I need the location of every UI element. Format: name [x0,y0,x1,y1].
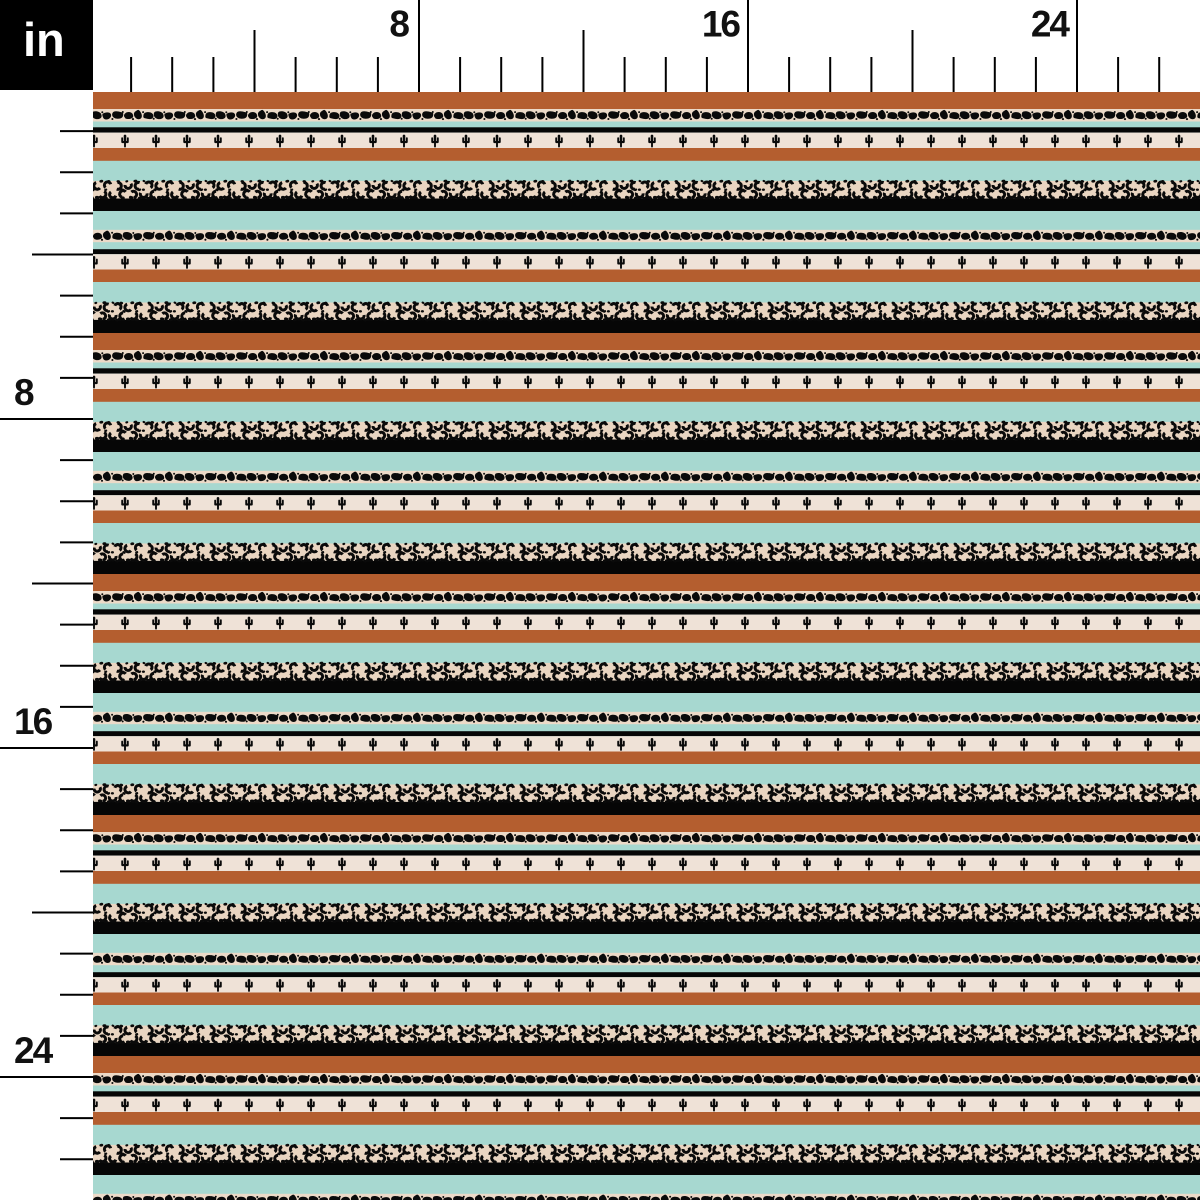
svg-text:24: 24 [1031,4,1071,45]
svg-text:8: 8 [389,4,410,45]
svg-text:8: 8 [14,372,35,413]
svg-text:16: 16 [14,701,53,742]
svg-text:16: 16 [702,4,741,45]
svg-text:24: 24 [14,1030,54,1071]
svg-text:in: in [23,13,65,66]
